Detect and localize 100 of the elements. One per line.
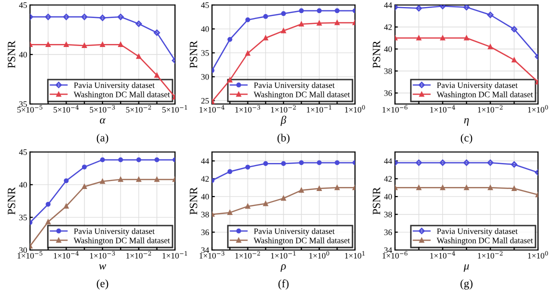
y-tick-label: 44 <box>384 2 392 8</box>
point <box>298 160 304 166</box>
y-tick-label: 40 <box>19 52 27 58</box>
y-tick-label: 40 <box>19 182 27 188</box>
y-tick-label: 38 <box>384 212 392 218</box>
point <box>46 219 51 224</box>
point <box>416 5 422 12</box>
y-tick-label: 45 <box>201 2 209 8</box>
point <box>136 157 142 162</box>
point <box>334 20 340 26</box>
x-tick-label: 1×10$^{−1}$ <box>271 251 296 259</box>
point <box>64 178 69 184</box>
point <box>334 8 340 14</box>
point <box>298 8 304 14</box>
x-axis-title: w <box>99 264 106 270</box>
point <box>316 160 322 166</box>
point <box>334 160 340 166</box>
y-tick-label: 40 <box>384 194 392 200</box>
y-axis-title: PSNR <box>190 40 198 68</box>
y-tick-label: 45 <box>19 149 27 155</box>
x-tick-label: 1×10$^{−1}$ <box>162 251 187 259</box>
point <box>63 14 70 20</box>
y-tick-label: 42 <box>384 176 392 182</box>
x-tick-label: 1×10$^{−2}$ <box>235 251 260 259</box>
point <box>316 20 322 26</box>
point <box>440 185 446 190</box>
point <box>488 44 493 50</box>
point <box>281 196 286 201</box>
x-tick-label: 1×10$^{0}$ <box>528 251 548 259</box>
point <box>416 160 422 166</box>
line-series <box>212 160 355 183</box>
x-tick-label: 1×10$^{−2}$ <box>478 251 503 259</box>
x-tick-label: 1×10$^{0}$ <box>528 105 548 113</box>
y-axis-title: PSNR <box>8 187 16 215</box>
x-tick-label: 5×10$^{−3}$ <box>90 105 115 113</box>
legend-label: Washington DC Mall dataset <box>254 91 350 99</box>
point <box>487 160 494 166</box>
y-tick-label: 38 <box>384 68 392 74</box>
y-tick-label: 42 <box>201 176 209 182</box>
point <box>100 178 105 184</box>
legend-label: Washington DC Mall dataset <box>436 237 533 245</box>
text: (c) <box>460 134 472 144</box>
point <box>64 204 69 209</box>
point <box>440 160 446 166</box>
x-tick-label: 5×10$^{−1}$ <box>162 105 187 113</box>
y-axis-title: PSNR <box>372 187 380 215</box>
point <box>154 157 160 162</box>
point <box>334 185 340 190</box>
point <box>281 28 286 34</box>
y-tick-label: 25 <box>201 98 209 104</box>
point <box>263 201 268 206</box>
y-tick-label: 34 <box>201 247 210 253</box>
point <box>117 14 124 20</box>
line-series <box>212 185 355 217</box>
point <box>227 37 232 42</box>
legend-label: Pavia University dataset <box>254 82 335 90</box>
x-tick-label: 1×10$^{−4}$ <box>430 251 456 259</box>
point <box>463 5 470 10</box>
point <box>154 72 160 78</box>
point <box>263 14 268 19</box>
x-tick-label: 1×10$^{−2}$ <box>126 251 151 259</box>
y-axis-title: PSNR <box>8 40 16 68</box>
x-tick-label: 1×10$^{−1}$ <box>306 105 332 113</box>
point <box>46 202 51 207</box>
point <box>136 20 142 27</box>
x-tick-label: 1×10$^{−4}$ <box>200 105 224 113</box>
point <box>464 185 469 190</box>
text: (g) <box>460 279 472 290</box>
x-tick-label: 5×10$^{−4}$ <box>54 105 79 113</box>
x-tick-label: 1×10$^{−4}$ <box>54 251 79 259</box>
point <box>298 22 304 27</box>
point <box>263 161 268 166</box>
y-axis-title: PSNR <box>190 187 198 215</box>
x-axis-title: ρ <box>280 264 286 272</box>
x-tick-label: 1×10$^{−3}$ <box>90 251 115 259</box>
y-tick-label: 36 <box>384 230 392 236</box>
line-series <box>30 42 175 100</box>
legend-label: Washington DC Mall dataset <box>254 237 350 245</box>
legend-label: Washington DC Mall dataset <box>74 237 170 245</box>
legend-label: Pavia University dataset <box>74 228 155 236</box>
point <box>488 185 493 190</box>
y-tick-label: 35 <box>19 214 27 220</box>
x-tick-label: 1×10$^{0}$ <box>309 251 330 259</box>
legend-label: Washington DC Mall dataset <box>74 91 170 99</box>
point <box>298 188 304 193</box>
y-tick-label: 38 <box>201 212 209 218</box>
point <box>154 30 160 36</box>
x-tick-label: 1×10$^{1}$ <box>345 251 365 259</box>
point <box>511 161 518 168</box>
x-tick-label: 1×10$^{0}$ <box>345 105 365 113</box>
y-tick-label: 30 <box>19 247 27 253</box>
point <box>81 14 88 20</box>
y-axis-title: PSNR <box>372 40 380 68</box>
y-tick-label: 36 <box>384 90 392 96</box>
x-tick-label: 1×10$^{−2}$ <box>478 105 503 113</box>
y-tick-label: 34 <box>384 247 392 253</box>
y-tick-label: 44 <box>201 158 210 164</box>
x-axis-title: α <box>100 118 106 124</box>
legend-label: Pavia University dataset <box>436 228 518 236</box>
y-tick-label: 40 <box>201 26 209 32</box>
